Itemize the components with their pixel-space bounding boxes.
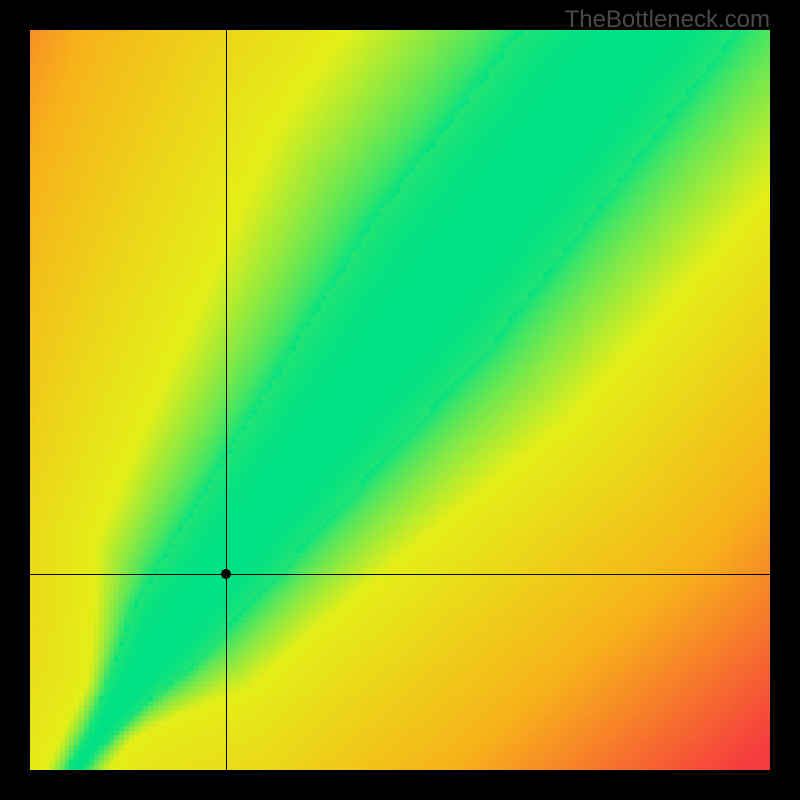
crosshair-horizontal	[30, 574, 770, 575]
heatmap-plot-area	[30, 30, 770, 770]
watermark-text: TheBottleneck.com	[565, 6, 770, 34]
data-point	[221, 569, 231, 579]
heatmap-canvas	[30, 30, 770, 770]
crosshair-vertical	[226, 30, 227, 770]
